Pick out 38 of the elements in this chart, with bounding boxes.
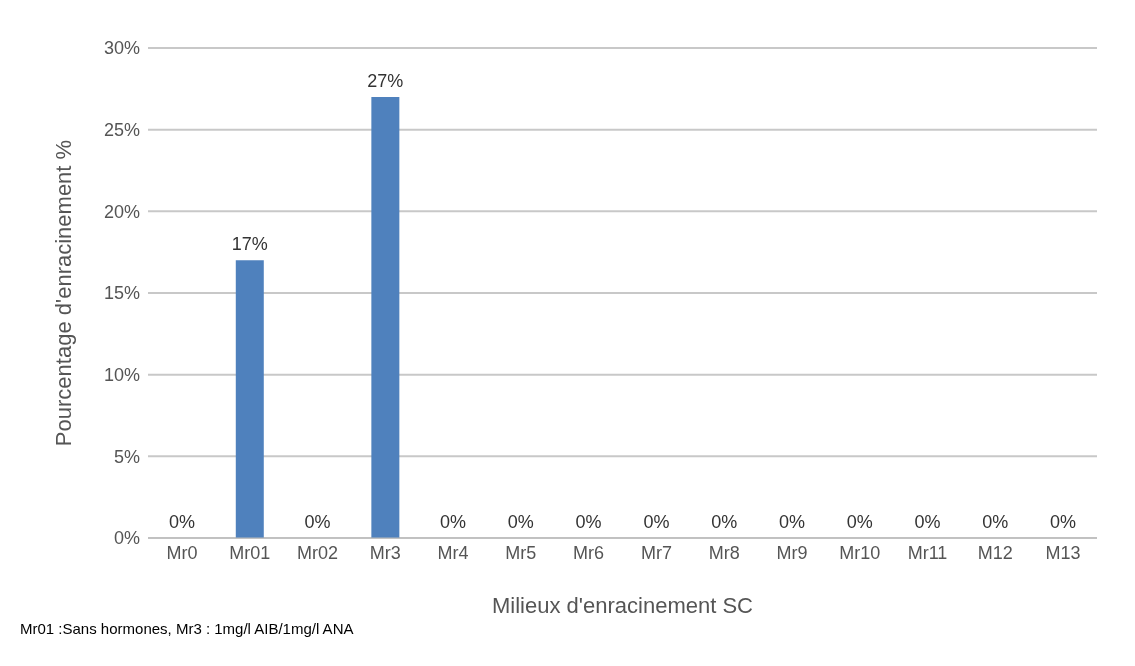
data-label: 0%: [575, 512, 602, 532]
data-label: 0%: [507, 512, 534, 532]
x-tick-label: M13: [1045, 542, 1081, 563]
data-label: 0%: [914, 512, 941, 532]
x-tick-label: Mr10: [839, 542, 881, 563]
y-tick-label: 25%: [103, 120, 140, 141]
data-label: 0%: [778, 512, 805, 532]
x-tick-label: M12: [977, 542, 1013, 563]
y-tick-label: 5%: [113, 446, 140, 467]
x-tick-label: Mr01: [229, 542, 271, 563]
data-label: 0%: [1050, 512, 1077, 532]
y-tick-label: 15%: [103, 283, 140, 304]
x-tick-label: Mr7: [640, 542, 672, 563]
x-tick-label: Mr3: [369, 542, 401, 563]
x-tick-label: Mr6: [573, 542, 605, 563]
data-label: 0%: [304, 512, 331, 532]
data-label: 17%: [231, 234, 268, 255]
data-label: 0%: [711, 512, 738, 532]
y-tick-label: 10%: [103, 365, 140, 386]
data-label: 0%: [846, 512, 873, 532]
y-axis-title: Pourcentage d'enracinement %: [50, 139, 76, 447]
x-tick-label: Mr9: [776, 542, 808, 563]
x-tick-label: Mr02: [296, 542, 338, 563]
x-tick-label: Mr4: [437, 542, 469, 563]
data-label: 0%: [982, 512, 1009, 532]
x-tick-label: Mr5: [505, 542, 537, 563]
data-label: 27%: [367, 71, 404, 91]
x-axis-title: Milieux d'enracinement SC: [492, 593, 754, 618]
data-label: 0%: [168, 512, 195, 532]
y-tick-label: 20%: [103, 201, 140, 222]
data-label: 0%: [643, 512, 670, 532]
y-tick-label: 30%: [103, 38, 140, 59]
x-tick-label: Mr11: [907, 542, 948, 563]
data-label: 0%: [440, 512, 467, 532]
y-tick-label: 0%: [113, 528, 140, 549]
text: Mr01 :Sans hormones, Mr3 : 1mg/l AIB/1mg/l ANA: [20, 620, 354, 637]
x-tick-label: Mr0: [166, 542, 198, 563]
x-tick-label: Mr8: [708, 542, 740, 563]
